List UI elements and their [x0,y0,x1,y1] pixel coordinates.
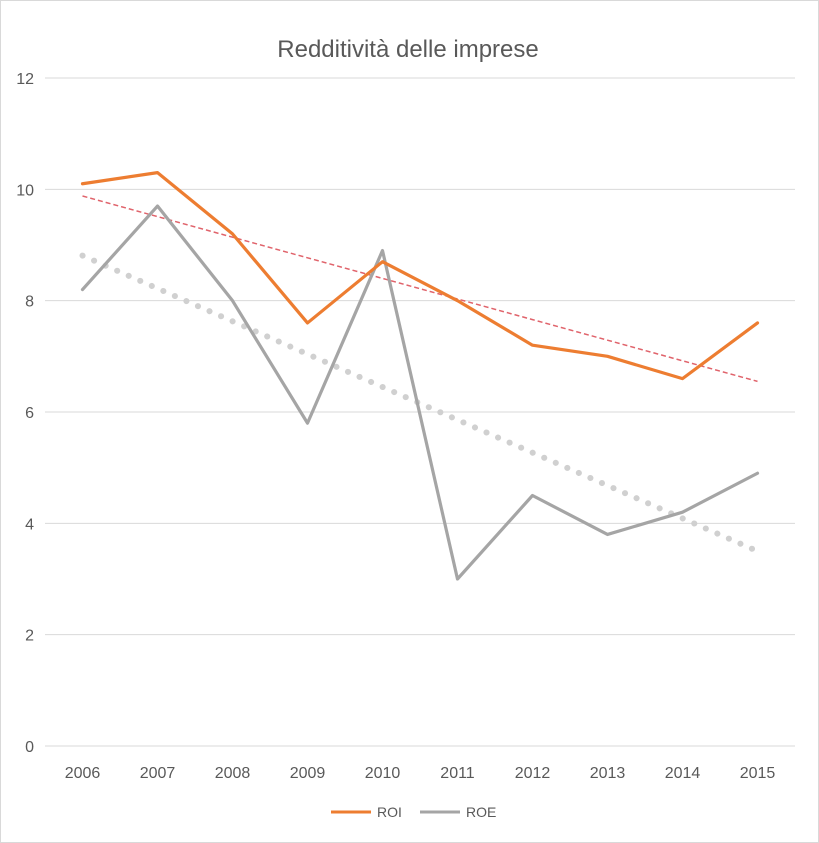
y-tick-label: 4 [25,516,34,533]
x-tick-label: 2008 [215,765,251,782]
legend-label-roe: ROE [466,804,496,820]
x-axis-ticks: 2006 2007 2008 2009 2010 2011 2012 2013 2014 2015 [65,765,776,782]
y-tick-label: 0 [25,739,34,756]
x-tick-label: 2013 [590,765,626,782]
series-lines [80,171,760,581]
trendlines [79,195,761,555]
x-tick-label: 2011 [440,765,475,782]
series-line-roi [80,171,760,381]
x-tick-label: 2014 [665,765,701,782]
x-tick-label: 2015 [740,765,776,782]
y-tick-label: 2 [25,628,34,645]
y-axis-ticks: 0 2 4 6 8 10 12 [16,71,34,756]
x-tick-label: 2007 [140,765,176,782]
x-tick-label: 2006 [65,765,101,782]
x-tick-label: 2010 [365,765,401,782]
series-line-roe [80,204,760,581]
y-tick-label: 6 [25,405,34,422]
legend-label-roi: ROI [377,804,402,820]
y-tick-label: 10 [16,182,34,199]
y-tick-label: 12 [16,71,34,88]
gridlines [45,77,795,747]
trendline-roe [79,252,761,555]
x-tick-label: 2012 [515,765,551,782]
trendline-roi [82,195,758,383]
legend: ROI ROE [331,804,496,820]
y-tick-label: 8 [25,294,34,311]
chart-title: Redditività delle imprese [277,36,538,63]
x-tick-label: 2009 [290,765,326,782]
